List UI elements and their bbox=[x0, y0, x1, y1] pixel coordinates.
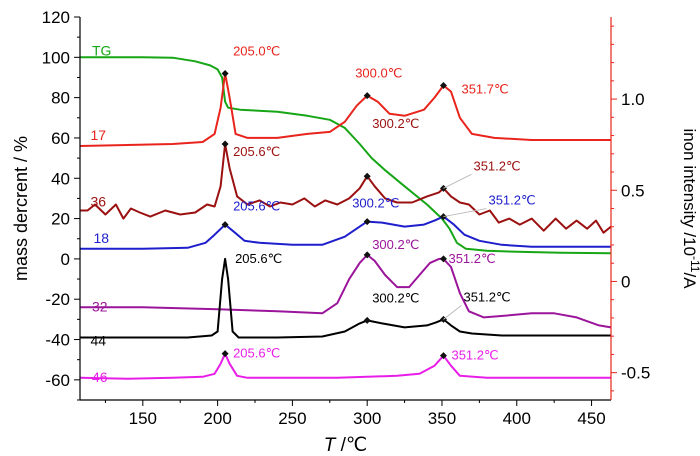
series-line-44 bbox=[80, 257, 611, 339]
series-line-17 bbox=[79, 72, 611, 147]
peak-annotation: 351.2℃ bbox=[473, 158, 520, 173]
series-label-46: 46 bbox=[92, 369, 108, 385]
y-right-axis-label: inon intensity /10-11/A bbox=[680, 128, 700, 289]
series-label-18: 18 bbox=[93, 230, 109, 246]
y-left-tick-label: 100 bbox=[42, 48, 70, 67]
series-label-44: 44 bbox=[90, 333, 106, 349]
peak-marker bbox=[221, 221, 229, 229]
peak-annotation: 205.6℃ bbox=[235, 251, 282, 266]
series-label-TG: TG bbox=[92, 42, 111, 58]
y-right-tick-label: -0.5 bbox=[621, 364, 650, 383]
x-tick-label: 150 bbox=[129, 409, 157, 428]
peak-marker bbox=[363, 316, 371, 324]
peak-annotation: 205.6℃ bbox=[233, 144, 280, 159]
peak-annotation: 300.0℃ bbox=[355, 66, 402, 81]
peak-annotation: 300.2℃ bbox=[352, 196, 399, 211]
axes-layer: 150 200 250 300 350 400 450 -60 -40 -20 0 20 40 60 80 1… bbox=[11, 8, 700, 456]
y-right-label-exponent: -11 bbox=[688, 256, 700, 273]
series-label-32: 32 bbox=[92, 298, 108, 314]
annotation-layer: 205.0℃ 300.0℃ 351.7℃ 300.2℃ 205.6℃ 351.2℃ 205.… bbox=[221, 43, 536, 363]
peak-annotation: 351.2℃ bbox=[451, 348, 498, 363]
x-tick-label: 450 bbox=[577, 409, 605, 428]
y-left-tick-label: 120 bbox=[42, 8, 70, 27]
peak-annotation: 351.2℃ bbox=[448, 251, 495, 266]
y-left-tick-label: -20 bbox=[45, 290, 70, 309]
y-right-label-main: inon intensity /10 bbox=[680, 128, 699, 256]
peak-annotation: 351.2℃ bbox=[463, 289, 510, 304]
y-left-tick-label: -40 bbox=[45, 331, 70, 350]
x-tick-label: 400 bbox=[503, 409, 531, 428]
peak-annotation: 205.6℃ bbox=[233, 199, 280, 214]
x-axis-label: T /℃ bbox=[324, 435, 368, 456]
series-line-32 bbox=[80, 253, 612, 329]
series-line-46 bbox=[79, 352, 611, 380]
peak-marker bbox=[439, 352, 447, 360]
y-right-tick-label: 0 bbox=[621, 272, 630, 291]
peak-marker bbox=[363, 92, 371, 100]
peak-marker bbox=[363, 218, 371, 226]
x-axis-label-symbol: T bbox=[324, 435, 337, 456]
y-left-tick-label: 0 bbox=[61, 250, 70, 269]
annotation-leader bbox=[443, 208, 487, 218]
series-line-TG bbox=[80, 56, 612, 255]
peak-marker bbox=[221, 350, 229, 358]
x-tick-label: 300 bbox=[353, 409, 381, 428]
y-left-tick-label: 40 bbox=[51, 169, 70, 188]
peak-annotation: 300.2℃ bbox=[372, 237, 419, 252]
y-right-tick-label: 1.0 bbox=[621, 90, 645, 109]
annotation-leader bbox=[443, 304, 462, 320]
series-line-36 bbox=[80, 143, 612, 234]
peak-annotation: 205.6℃ bbox=[233, 346, 280, 361]
peak-annotation: 351.7℃ bbox=[461, 82, 508, 97]
x-axis-label-unit: /℃ bbox=[335, 435, 367, 456]
peak-marker bbox=[439, 255, 447, 263]
x-tick-label: 200 bbox=[203, 409, 231, 428]
peak-annotation: 351.2℃ bbox=[488, 193, 535, 208]
y-right-label-unit: /A bbox=[680, 272, 699, 289]
x-tick-label: 350 bbox=[428, 409, 456, 428]
series-label-36: 36 bbox=[90, 193, 106, 209]
series-layer: TG 17 36 18 32 44 46 bbox=[79, 42, 612, 385]
peak-marker bbox=[363, 251, 371, 259]
peak-annotation: 300.2℃ bbox=[372, 290, 419, 305]
peak-marker bbox=[221, 140, 229, 148]
annotation-leader bbox=[443, 173, 472, 189]
peak-marker bbox=[363, 172, 371, 180]
y-left-tick-label: 80 bbox=[51, 89, 70, 108]
y-right-tick-label: 0.5 bbox=[621, 181, 645, 200]
peak-annotation: 205.0℃ bbox=[233, 43, 280, 58]
x-tick-label: 250 bbox=[278, 409, 306, 428]
y-left-tick-label: -60 bbox=[45, 371, 70, 390]
y-left-axis-label: mass dercrent / % bbox=[11, 136, 31, 281]
y-left-tick-label: 20 bbox=[51, 210, 70, 229]
series-label-17: 17 bbox=[90, 127, 106, 143]
y-left-tick-label: 60 bbox=[51, 129, 70, 148]
peak-marker bbox=[221, 69, 229, 77]
series-line-18 bbox=[80, 215, 611, 250]
peak-marker bbox=[439, 82, 447, 90]
peak-annotation: 300.2℃ bbox=[372, 116, 419, 131]
